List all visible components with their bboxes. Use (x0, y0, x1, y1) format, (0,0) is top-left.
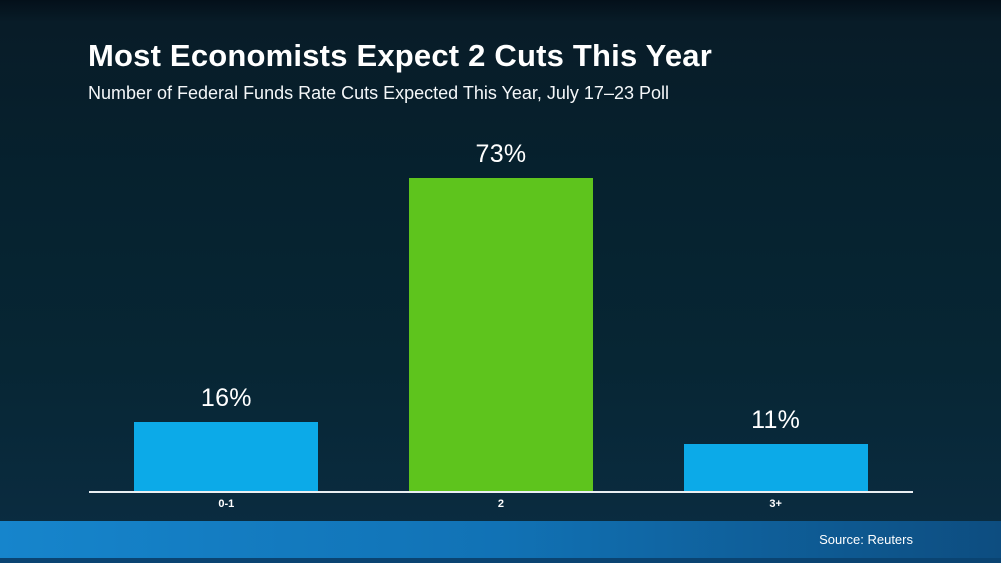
bar-value-label: 11% (751, 406, 801, 434)
x-axis-tick-label: 3+ (769, 498, 782, 510)
footer-bar: Source: Reuters (0, 521, 1001, 563)
bar (134, 422, 319, 491)
bar-group-2: 73% (364, 0, 639, 491)
bar-group-3+: 11% (638, 0, 913, 491)
bar-group-0-1: 16% (89, 0, 364, 491)
bar (408, 178, 593, 491)
bar-chart-plot-area: 0-1 16% 2 73% 3+ 11% (89, 0, 913, 563)
x-axis-line (89, 491, 913, 493)
bar-value-label: 16% (200, 384, 252, 412)
x-axis-tick-label: 0-1 (218, 498, 235, 510)
bar-value-label: 73% (475, 140, 527, 168)
chart-title: Most Economists Expect 2 Cuts This Year (88, 38, 712, 73)
x-axis-tick-label: 2 (497, 498, 505, 510)
bar (683, 444, 868, 491)
chart-subtitle: Number of Federal Funds Rate Cuts Expect… (88, 83, 669, 103)
source-attribution: Source: Reuters (819, 532, 913, 547)
